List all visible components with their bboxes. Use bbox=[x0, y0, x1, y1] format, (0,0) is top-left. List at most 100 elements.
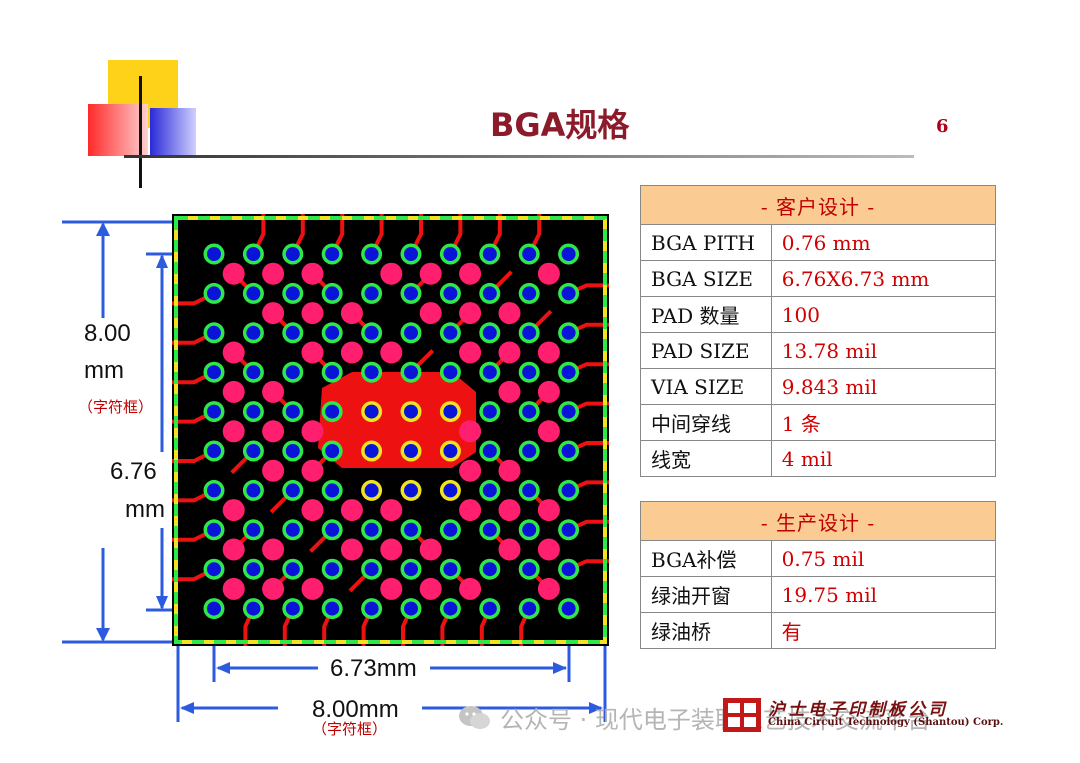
pad bbox=[207, 247, 221, 261]
pad bbox=[285, 247, 300, 261]
spec-key: 绿油开窗 bbox=[640, 576, 772, 613]
pad bbox=[246, 483, 261, 498]
pad bbox=[443, 286, 458, 301]
bga-pads bbox=[203, 243, 580, 620]
pad bbox=[443, 444, 458, 458]
via bbox=[537, 420, 560, 443]
pad bbox=[443, 562, 458, 577]
via bbox=[262, 420, 285, 443]
pad bbox=[285, 286, 300, 301]
via bbox=[537, 380, 560, 403]
via bbox=[419, 262, 442, 285]
spec-value: 100 bbox=[770, 296, 997, 333]
via bbox=[459, 420, 482, 443]
pad bbox=[325, 522, 340, 537]
pad bbox=[561, 365, 576, 380]
via bbox=[537, 538, 560, 561]
page-number: 6 bbox=[936, 116, 949, 137]
via bbox=[537, 262, 560, 285]
pad bbox=[207, 483, 221, 498]
pad bbox=[246, 365, 261, 380]
outer-height-value: 8.00 bbox=[84, 320, 131, 347]
via bbox=[222, 380, 245, 403]
pad bbox=[561, 325, 576, 340]
pad bbox=[443, 483, 458, 498]
pad bbox=[561, 286, 576, 301]
via bbox=[301, 577, 324, 600]
pad bbox=[404, 483, 418, 498]
pad bbox=[561, 601, 576, 616]
company-logo-mark-icon bbox=[723, 698, 761, 732]
pad bbox=[482, 562, 497, 577]
via bbox=[498, 459, 521, 482]
pad bbox=[404, 562, 418, 577]
pad bbox=[482, 365, 497, 380]
pad bbox=[285, 444, 300, 458]
via bbox=[459, 341, 482, 364]
customer-design-header: - 客户设计 - bbox=[640, 185, 996, 225]
pad bbox=[404, 601, 418, 616]
pad bbox=[522, 247, 537, 261]
pad bbox=[443, 522, 458, 537]
pad bbox=[522, 522, 537, 537]
via bbox=[262, 380, 285, 403]
via bbox=[498, 341, 521, 364]
pad bbox=[561, 522, 576, 537]
pad bbox=[522, 562, 537, 577]
spec-key: 绿油桥 bbox=[640, 612, 772, 649]
pad bbox=[246, 522, 261, 537]
via bbox=[301, 341, 324, 364]
pad bbox=[325, 365, 340, 380]
pad bbox=[364, 365, 379, 380]
via bbox=[222, 499, 245, 522]
spec-key: BGA PITH bbox=[640, 224, 772, 261]
pad bbox=[285, 483, 300, 498]
via bbox=[459, 577, 482, 600]
wechat-icon bbox=[459, 706, 490, 729]
inner-height-value: 6.76 bbox=[110, 458, 157, 485]
pad bbox=[443, 247, 458, 261]
inner-width-value: 6.73mm bbox=[330, 655, 417, 682]
decor-red-square bbox=[88, 104, 148, 156]
pad bbox=[325, 325, 340, 340]
pad bbox=[325, 247, 340, 261]
pad bbox=[482, 483, 497, 498]
via bbox=[262, 538, 285, 561]
pad bbox=[207, 365, 221, 380]
pad bbox=[285, 562, 300, 577]
pad bbox=[325, 286, 340, 301]
bga-vias bbox=[222, 262, 560, 600]
via bbox=[380, 341, 403, 364]
via bbox=[459, 459, 482, 482]
spec-value: 19.75 mil bbox=[770, 576, 997, 613]
company-logo-text: 沪士电子印制板公司 bbox=[768, 700, 948, 720]
table-row: VIA SIZE 9.843 mil bbox=[640, 368, 997, 405]
pad bbox=[404, 325, 418, 340]
pad bbox=[522, 601, 537, 616]
table-row: PAD SIZE 13.78 mil bbox=[640, 332, 997, 369]
pad bbox=[246, 562, 261, 577]
via bbox=[262, 577, 285, 600]
pad bbox=[404, 522, 418, 537]
pad bbox=[364, 522, 379, 537]
pad bbox=[404, 286, 418, 301]
via bbox=[340, 302, 363, 325]
via bbox=[262, 262, 285, 285]
table-row: BGA SIZE 6.76X6.73 mm bbox=[640, 260, 997, 297]
via bbox=[419, 538, 442, 561]
table-row: 绿油开窗 19.75 mil bbox=[640, 576, 997, 613]
via bbox=[498, 499, 521, 522]
pad bbox=[522, 325, 537, 340]
via bbox=[222, 538, 245, 561]
pad bbox=[482, 325, 497, 340]
via bbox=[262, 302, 285, 325]
pad bbox=[404, 444, 418, 458]
spec-value: 0.76 mm bbox=[770, 224, 997, 261]
spec-key: BGA补偿 bbox=[640, 540, 772, 577]
via bbox=[222, 420, 245, 443]
spec-value: 13.78 mil bbox=[770, 332, 997, 369]
pad bbox=[561, 404, 576, 419]
via bbox=[459, 302, 482, 325]
via bbox=[537, 499, 560, 522]
via bbox=[459, 499, 482, 522]
